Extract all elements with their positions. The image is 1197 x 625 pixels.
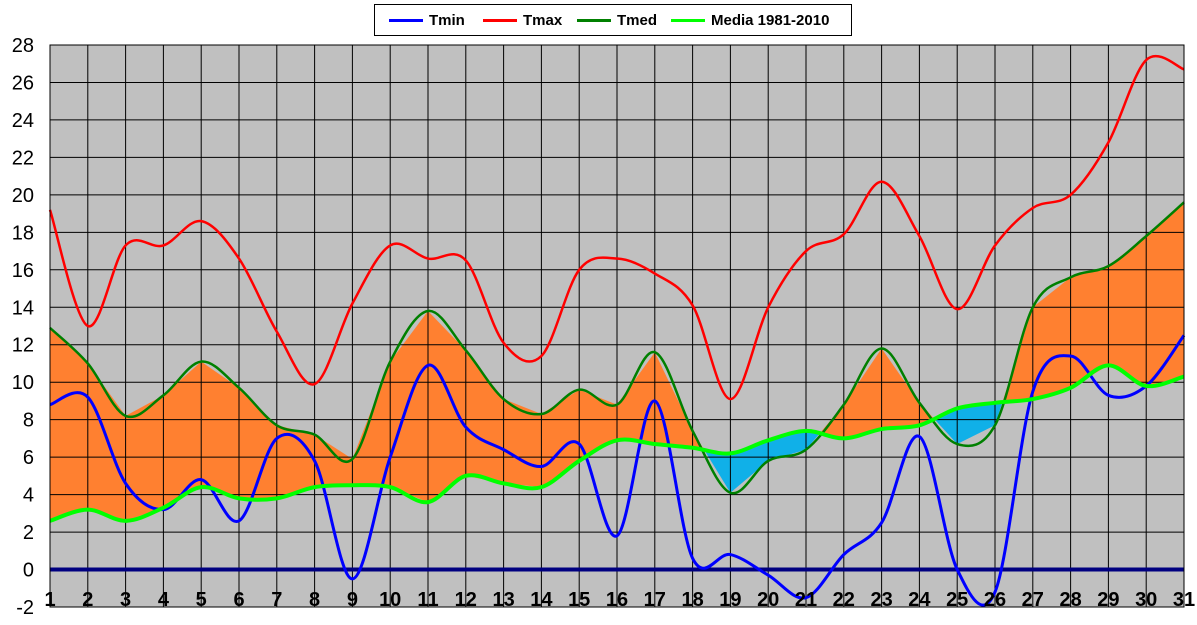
deviation-fill: [730, 440, 769, 493]
legend-item-tmed: Tmed: [577, 5, 657, 35]
legend-swatch-tmax: [483, 18, 517, 22]
y-tick-label: 16: [12, 260, 34, 282]
deviation-fill: [201, 361, 239, 499]
x-tick-label: 14: [530, 589, 553, 611]
deviation-fill: [352, 361, 391, 488]
legend-item-tmax: Tmax: [483, 5, 562, 35]
plot-border: [49, 44, 1185, 608]
legend-label-tmin: Tmin: [429, 11, 465, 29]
x-tick-label: 6: [233, 589, 244, 611]
legend-label-tmed: Tmed: [617, 11, 658, 29]
y-tick-label: 8: [23, 410, 34, 432]
legend-label-tmax: Tmax: [523, 11, 563, 29]
x-tick-label: 31: [1173, 589, 1195, 611]
x-tick-label: 29: [1097, 589, 1119, 611]
x-tick-label: 11: [417, 589, 438, 611]
deviation-fill: [1108, 236, 1147, 386]
tmax-line: [48, 54, 1185, 401]
x-tick-label: 24: [908, 589, 931, 611]
y-tick-label: 10: [12, 372, 34, 394]
x-tick-label: 1: [44, 589, 55, 611]
chart-legend: Tmin Tmax Tmed Media 1981-2010: [374, 4, 852, 36]
x-tick-label: 8: [309, 589, 320, 611]
media-1981-2010-line: [49, 363, 1185, 523]
deviation-fill: [390, 311, 428, 503]
y-tick-label: 6: [23, 447, 34, 469]
legend-swatch-tmed: [577, 18, 611, 22]
y-tick-label: 26: [12, 72, 34, 94]
x-tick-label: 15: [568, 589, 590, 611]
y-tick-label: 20: [12, 185, 34, 207]
deviation-fill: [239, 387, 277, 499]
x-tick-label: 3: [120, 589, 131, 611]
y-tick-label: 0: [23, 560, 34, 582]
x-tick-label: 21: [795, 589, 817, 611]
deviation-fill: [163, 361, 202, 508]
legend-swatch-tmin: [389, 18, 423, 22]
deviation-fill: [314, 434, 353, 488]
y-tick-label: 2: [23, 522, 34, 544]
x-tick-label: 23: [870, 589, 892, 611]
deviation-fill: [125, 395, 164, 521]
y-tick-label: 22: [12, 147, 34, 169]
deviation-fill: [703, 449, 731, 493]
x-tick-label: 2: [82, 589, 93, 611]
x-tick-label: 12: [455, 589, 477, 611]
tmed-line: [49, 201, 1185, 495]
x-tick-label: 10: [379, 589, 401, 611]
x-tick-label: 4: [158, 589, 170, 611]
deviation-fill: [1070, 266, 1109, 388]
x-tick-label: 18: [681, 589, 703, 611]
y-tick-label: 4: [23, 485, 34, 507]
y-tick-label: 28: [12, 35, 34, 57]
legend-swatch-media: [671, 18, 705, 22]
x-tick-label: 22: [833, 589, 855, 611]
y-tick-label: 12: [12, 335, 34, 357]
y-tick-label: 18: [12, 222, 34, 244]
x-tick-label: 5: [196, 589, 207, 611]
x-tick-label: 27: [1022, 589, 1044, 611]
deviation-fill: [881, 348, 920, 430]
x-tick-label: 20: [757, 589, 779, 611]
deviation-fill: [465, 350, 504, 484]
deviation-fill: [428, 311, 466, 503]
deviation-fill: [1146, 202, 1184, 386]
x-tick-label: 17: [644, 589, 666, 611]
x-tick-label: 26: [984, 589, 1006, 611]
deviation-fill: [843, 348, 882, 439]
x-tick-label: 25: [946, 589, 968, 611]
legend-item-media: Media 1981-2010: [671, 5, 829, 35]
deviation-fill: [276, 425, 315, 499]
x-tick-label: 28: [1059, 589, 1081, 611]
x-tick-label: 16: [606, 589, 628, 611]
tmin-line: [49, 334, 1186, 607]
deviation-fill: [806, 430, 820, 450]
legend-label-media: Media 1981-2010: [711, 11, 830, 29]
y-tick-label: 14: [12, 297, 34, 319]
legend-item-tmin: Tmin: [389, 5, 465, 35]
x-tick-label: 9: [347, 589, 358, 611]
deviation-fill: [957, 402, 995, 445]
y-tick-label: 24: [12, 110, 34, 132]
x-tick-label: 19: [719, 589, 741, 611]
x-tick-label: 13: [492, 589, 514, 611]
deviation-fill: [50, 327, 88, 521]
x-tick-label: 30: [1135, 589, 1157, 611]
x-tick-label: 7: [271, 589, 282, 611]
deviation-fill: [692, 430, 704, 450]
y-tick-label: -2: [16, 597, 34, 619]
